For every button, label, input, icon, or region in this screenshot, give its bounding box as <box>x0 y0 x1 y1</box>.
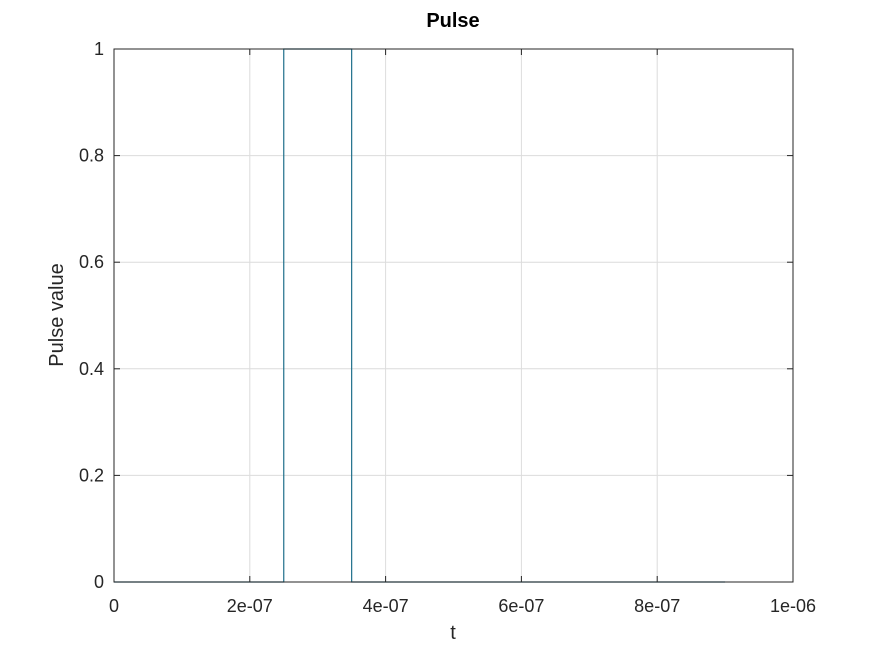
x-tick-label: 0 <box>109 596 119 616</box>
y-tick-label: 1 <box>94 39 104 59</box>
ticks <box>113 48 794 583</box>
y-tick-label: 0.6 <box>79 252 104 272</box>
chart-title: Pulse <box>426 10 479 32</box>
x-tick-label: 8e-07 <box>634 596 680 616</box>
x-tick-label: 6e-07 <box>498 596 544 616</box>
y-tick-label: 0.2 <box>79 465 104 485</box>
series-layer <box>114 48 726 583</box>
x-axis-label: t <box>450 622 456 644</box>
x-tick-label: 2e-07 <box>227 596 273 616</box>
x-tick-label: 1e-06 <box>770 596 816 616</box>
pulse-series-line <box>114 48 726 583</box>
y-axis-label: Pulse value <box>46 263 68 366</box>
y-tick-label: 0 <box>94 572 104 592</box>
y-tick-label: 0.8 <box>79 146 104 166</box>
x-tick-label: 4e-07 <box>363 596 409 616</box>
grid <box>113 48 794 583</box>
y-tick-label: 0.4 <box>79 359 104 379</box>
plot-area-frame <box>113 48 794 583</box>
tick-labels: 0 2e-07 4e-07 6e-07 8e-07 1e-06 0 0.2 0.4 0.6 0.8 1 <box>79 39 816 616</box>
